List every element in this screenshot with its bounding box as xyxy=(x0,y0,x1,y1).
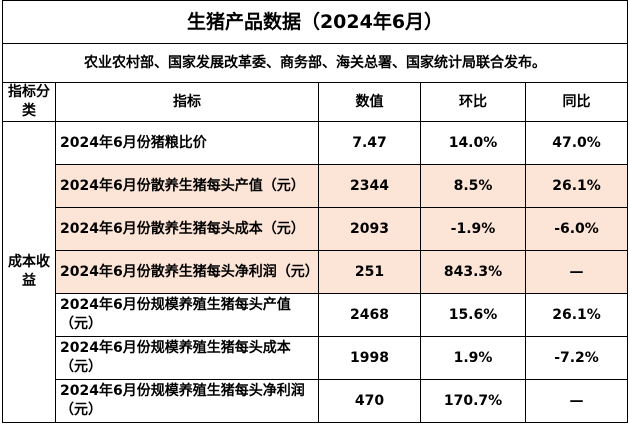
data-row: 2024年6月份规模养殖生猪每头净利润（元） 470 170.7% — xyxy=(3,379,629,423)
indicator-cell: 2024年6月份规模养殖生猪每头成本（元） xyxy=(55,336,319,380)
value-cell: 1.9% xyxy=(420,336,526,380)
value-cell: 8.5% xyxy=(420,164,526,208)
value-cell: 26.1% xyxy=(524,293,629,337)
value-cell: -6.0% xyxy=(524,207,629,251)
value-cell: 2468 xyxy=(318,293,421,337)
value-cell: 251 xyxy=(318,250,421,294)
value-cell: 843.3% xyxy=(420,250,526,294)
value-cell: — xyxy=(524,250,629,294)
title: 生猪产品数据（2024年6月） xyxy=(1,0,629,44)
column-header: 数值 xyxy=(318,82,421,122)
column-header: 指标 xyxy=(55,82,319,122)
indicator-cell: 2024年6月份散养生猪每头成本（元） xyxy=(55,207,319,251)
data-row: 2024年6月份散养生猪每头产值（元） 2344 8.5% 26.1% xyxy=(3,164,629,208)
indicator-cell: 2024年6月份散养生猪每头产值（元） xyxy=(55,164,319,208)
indicator-cell: 2024年6月份规模养殖生猪每头产值（元） xyxy=(55,293,319,337)
value-cell: 1998 xyxy=(318,336,421,380)
value-cell: 470 xyxy=(318,379,421,423)
column-header: 同比 xyxy=(524,82,629,122)
value-cell: -7.2% xyxy=(524,336,629,380)
group-cell: 成本收益 xyxy=(2,121,56,423)
data-row: 2024年6月份规模养殖生猪每头成本（元） 1998 1.9% -7.2% xyxy=(3,336,629,380)
value-cell: 15.6% xyxy=(420,293,526,337)
value-cell: — xyxy=(524,379,629,423)
subtitle: 农业农村部、国家发展改革委、商务部、海关总署、国家统计局联合发布。 xyxy=(1,43,629,83)
value-cell: 7.47 xyxy=(318,121,421,165)
column-header: 环比 xyxy=(420,82,526,122)
data-row: 成本收益 2024年6月份猪粮比价 7.47 14.0% 47.0% xyxy=(2,121,629,423)
indicator-cell: 2024年6月份猪粮比价 xyxy=(55,121,319,165)
value-cell: 2344 xyxy=(318,164,421,208)
value-cell: -1.9% xyxy=(420,207,526,251)
column-header: 指标分类 xyxy=(2,82,56,122)
indicator-cell: 2024年6月份规模养殖生猪每头净利润（元） xyxy=(55,379,319,423)
value-cell: 26.1% xyxy=(524,164,629,208)
data-row: 2024年6月份规模养殖生猪每头产值（元） 2468 15.6% 26.1% xyxy=(3,293,629,337)
value-cell: 14.0% xyxy=(420,121,526,165)
value-cell: 170.7% xyxy=(420,379,526,423)
header-row: 指标分类 指标 数值 环比 同比 xyxy=(2,82,629,122)
indicator-cell: 2024年6月份散养生猪每头净利润（元） xyxy=(55,250,319,294)
data-row: 2024年6月份散养生猪每头净利润（元） 251 843.3% — xyxy=(3,250,629,294)
value-cell: 47.0% xyxy=(524,121,629,165)
value-cell: 2093 xyxy=(318,207,421,251)
data-row: 2024年6月份散养生猪每头成本（元） 2093 -1.9% -6.0% xyxy=(3,207,629,251)
